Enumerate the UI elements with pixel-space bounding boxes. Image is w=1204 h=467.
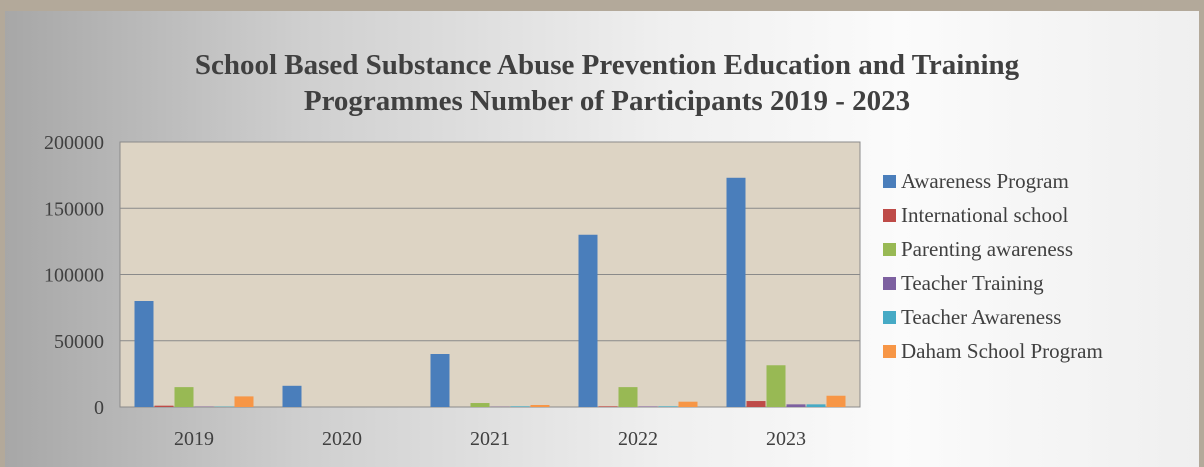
legend-swatch — [883, 311, 896, 324]
y-tick-label: 150000 — [44, 198, 104, 220]
bar — [658, 406, 678, 407]
bar — [154, 405, 174, 407]
chart-frame: School Based Substance Abuse Prevention … — [5, 11, 1199, 467]
x-tick-label: 2022 — [618, 428, 658, 450]
bar — [618, 387, 638, 407]
legend: Awareness Program International school Par… — [883, 169, 1103, 363]
chart-svg: School Based Substance Abuse Prevention … — [44, 49, 1103, 450]
bar — [282, 385, 302, 407]
x-tick-label: 2019 — [174, 428, 214, 450]
x-tick-label: 2020 — [322, 428, 362, 450]
bar — [598, 406, 618, 407]
legend-label: Awareness Program — [901, 169, 1069, 193]
bar — [786, 404, 806, 407]
y-tick-label: 50000 — [54, 331, 104, 353]
legend-swatch — [883, 243, 896, 256]
bar — [746, 401, 766, 407]
legend-label: Parenting awareness — [901, 237, 1073, 261]
bar — [766, 365, 786, 407]
bar — [806, 404, 826, 407]
y-tick-label: 100000 — [44, 265, 104, 287]
legend-swatch — [883, 345, 896, 358]
bars — [134, 177, 846, 407]
legend-swatch — [883, 277, 896, 290]
bar — [678, 401, 698, 407]
bar — [174, 387, 194, 407]
bar — [578, 234, 598, 407]
bar — [510, 406, 530, 407]
bar — [430, 354, 450, 407]
legend-label: Teacher Training — [901, 271, 1044, 295]
x-axis: 2019 2020 2021 2022 2023 — [174, 428, 806, 450]
bar — [470, 403, 490, 407]
legend-label: Daham School Program — [901, 339, 1103, 363]
chart-subtitle: Programmes Number of Participants 2019 -… — [304, 85, 910, 117]
x-tick-label: 2023 — [766, 428, 806, 450]
y-tick-label: 200000 — [44, 132, 104, 154]
legend-swatch — [883, 175, 896, 188]
legend-swatch — [883, 209, 896, 222]
x-tick-label: 2021 — [470, 428, 510, 450]
bar — [134, 301, 154, 407]
bar — [638, 406, 658, 407]
bar — [530, 405, 550, 407]
y-tick-label: 0 — [94, 397, 104, 419]
bar — [234, 396, 254, 407]
chart-title: School Based Substance Abuse Prevention … — [195, 49, 1020, 81]
legend-label: Teacher Awareness — [901, 305, 1061, 329]
bar — [726, 177, 746, 407]
legend-label: International school — [901, 203, 1069, 227]
bar — [826, 395, 846, 407]
y-axis: 0 50000 100000 150000 200000 — [44, 132, 104, 419]
